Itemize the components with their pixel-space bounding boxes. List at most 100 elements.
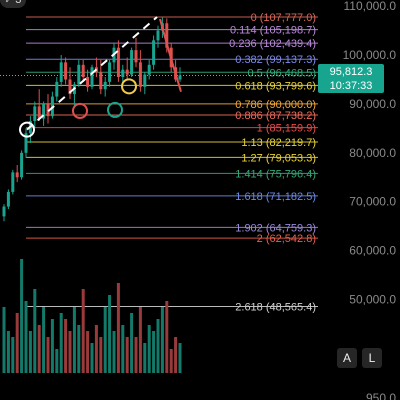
- y-axis-tick: 110,000.0: [344, 0, 397, 13]
- candle-body: [134, 50, 138, 63]
- candle-body: [152, 40, 156, 65]
- volume-bar: [11, 337, 15, 373]
- candle-body: [6, 191, 10, 207]
- fib-label: 0.618 (93,799.6): [235, 80, 316, 92]
- fib-label: 1.902 (64,759.3): [235, 222, 316, 234]
- candle-body: [130, 50, 134, 75]
- volume-bar: [112, 331, 116, 373]
- candle-body: [55, 81, 59, 97]
- fib-label: 1 (85,159.9): [257, 123, 316, 135]
- fib-label: 0.786 (90,000.0): [235, 99, 316, 111]
- candle-body: [147, 64, 151, 75]
- fib-label: 1.27 (79,053.3): [241, 152, 316, 164]
- candle-body: [11, 172, 15, 192]
- candle-body: [64, 62, 68, 80]
- volume-bar: [6, 331, 10, 373]
- y-axis-tick: 90,000.0: [349, 97, 396, 111]
- candle-body: [86, 77, 90, 87]
- trendline: [26, 16, 158, 131]
- volume-bar: [81, 289, 85, 373]
- volume-bar: [116, 283, 120, 373]
- volume-bar: [169, 349, 173, 373]
- candle-body: [108, 62, 112, 82]
- volume-bar: [94, 325, 98, 373]
- annotation-circle: [19, 121, 35, 138]
- candle-body: [42, 103, 46, 119]
- fib-label: 0.114 (105,198.7): [230, 25, 316, 37]
- annotation-circle: [107, 101, 123, 118]
- candle-body: [103, 81, 107, 90]
- volume-bar: [15, 313, 19, 373]
- candle-body: [20, 152, 24, 178]
- candle-body: [59, 62, 63, 82]
- candle-body: [138, 62, 142, 87]
- candle-body: [37, 106, 41, 119]
- current-price-tag: 95,812.3 10:37:33: [318, 64, 384, 93]
- volume-bar: [143, 343, 147, 373]
- volume-bar: [59, 313, 63, 373]
- y-axis-tick: 80,000.0: [349, 146, 396, 160]
- candle-body: [125, 69, 129, 75]
- candle-body: [68, 79, 72, 95]
- fib-label: 1.414 (75,796.4): [235, 168, 316, 180]
- annotation-circle: [72, 102, 88, 119]
- volume-bar: [138, 307, 142, 373]
- candle-body: [46, 103, 50, 117]
- volume-bar: [50, 319, 54, 373]
- fib-label: 0.886 (87,738.2): [235, 110, 316, 122]
- volume-bar: [134, 337, 138, 373]
- current-price: 95,812.3: [329, 66, 373, 78]
- candle-body: [165, 23, 169, 48]
- volume-bar: [33, 289, 37, 373]
- fib-label: 2.618 (48,565.4): [235, 301, 316, 313]
- volume-bar: [165, 301, 169, 373]
- volume-bar: [178, 343, 182, 373]
- candle-body: [156, 30, 160, 41]
- candle-body: [121, 69, 125, 78]
- volume-bar: [130, 313, 134, 373]
- y-axis-tick: 100,000.0: [343, 48, 397, 62]
- volume-bar: [28, 331, 32, 373]
- volume-bar: [160, 307, 164, 373]
- log-scale-button[interactable]: L: [362, 348, 382, 368]
- candle-body: [77, 64, 81, 85]
- fib-label: 2 (62,542.8): [257, 233, 316, 245]
- volume-bar: [108, 295, 112, 373]
- fib-label: 1.13 (82,219.7): [241, 137, 316, 149]
- volume-bar: [64, 319, 68, 373]
- candle-body: [99, 72, 103, 90]
- candle-body: [90, 67, 94, 87]
- fib-label: 0 (107,777.0): [251, 12, 316, 24]
- fib-label: 0.236 (102,439.4): [229, 38, 316, 50]
- candle-body: [116, 47, 120, 78]
- auto-scale-button[interactable]: A: [337, 348, 357, 368]
- fib-label: 0.5 (96,468.5): [248, 67, 317, 79]
- volume-bar: [121, 325, 125, 373]
- volume-bar: [46, 337, 50, 373]
- chevron-down-icon: ✓: [5, 0, 13, 6]
- back-count: 3: [15, 0, 22, 6]
- volume-bar: [2, 307, 6, 373]
- y-axis-tick: 50,000.0: [349, 292, 396, 306]
- volume-bar: [24, 301, 28, 373]
- candle-body: [15, 172, 19, 178]
- candle-body: [24, 133, 28, 153]
- fib-label: 1.618 (71,182.5): [235, 191, 316, 203]
- volume-bar: [72, 307, 76, 373]
- volume-bar: [68, 331, 72, 373]
- volume-bar: [125, 337, 129, 373]
- volume-bar: [37, 325, 41, 373]
- candle-countdown: 10:37:33: [329, 80, 373, 92]
- candle-body: [178, 75, 182, 80]
- candle-body: [81, 64, 85, 78]
- projection-arrow: [159, 18, 182, 92]
- volume-bar: [99, 337, 103, 373]
- candle-body: [33, 106, 37, 122]
- volume-bar: [55, 349, 59, 373]
- back-button[interactable]: ✓ 3: [0, 0, 26, 8]
- volume-bar: [90, 343, 94, 373]
- annotation-circle: [121, 78, 137, 95]
- volume-bar: [103, 307, 107, 373]
